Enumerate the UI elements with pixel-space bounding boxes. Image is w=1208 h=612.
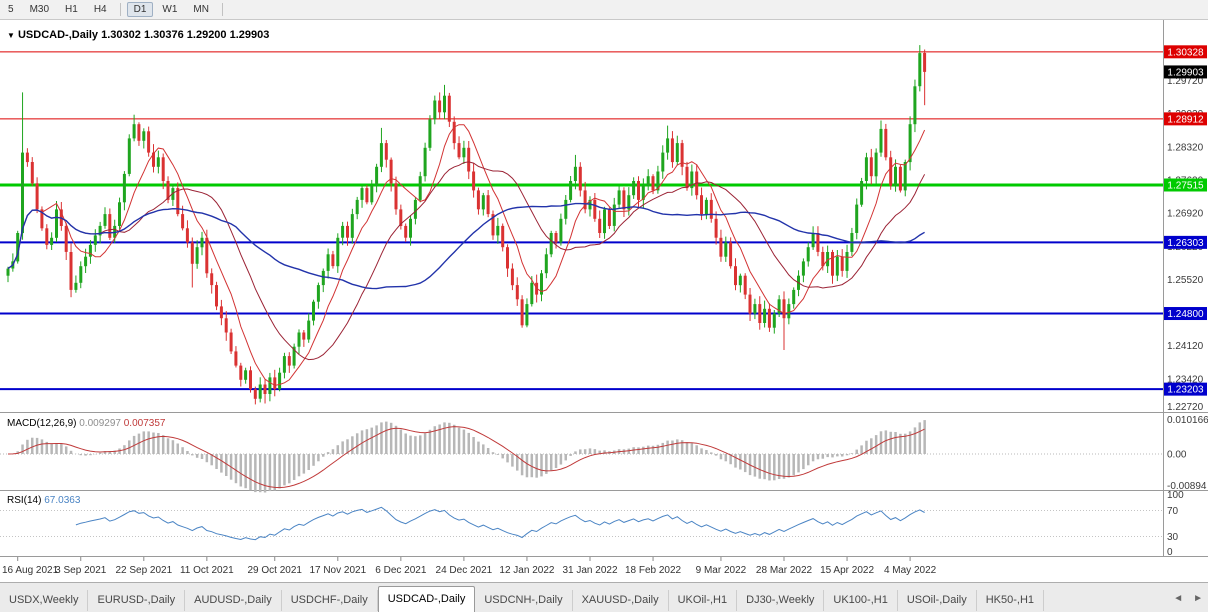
svg-text:3 Sep 2021: 3 Sep 2021 — [55, 565, 107, 576]
price-chart-canvas[interactable]: 1.297201.290201.283201.276201.269201.262… — [0, 20, 1208, 582]
timeframe-w1[interactable]: W1 — [162, 4, 178, 15]
svg-text:0: 0 — [1167, 547, 1173, 558]
macd-name: MACD(12,26,9) — [7, 418, 77, 429]
chart-symbol-period: USDCAD-,Daily — [17, 29, 99, 41]
svg-text:70: 70 — [1167, 506, 1179, 517]
chart-tabs-bar: USDX,Weekly EURUSD-,Daily AUDUSD-,Daily USD… — [0, 582, 1208, 612]
svg-text:31 Jan 2022: 31 Jan 2022 — [562, 565, 617, 576]
chart-area: 1.297201.290201.283201.276201.269201.262… — [0, 20, 1208, 582]
macd-signal-value: 0.007357 — [123, 418, 166, 429]
macd-signal-line — [7, 426, 925, 489]
svg-text:1.23420: 1.23420 — [1167, 374, 1204, 385]
chart-tab-uk100-h1[interactable]: UK100-,H1 — [824, 590, 898, 611]
symbol-dropdown-icon[interactable]: ▼ — [7, 31, 15, 40]
rsi-line — [75, 506, 925, 541]
timeframe-toolbar: 5 M30 H1 H4 D1 W1 MN — [0, 0, 1208, 20]
svg-text:28 Mar 2022: 28 Mar 2022 — [756, 565, 813, 576]
svg-text:1.24120: 1.24120 — [1167, 341, 1204, 352]
chart-tab-usoil-daily[interactable]: USOil-,Daily — [898, 590, 977, 611]
ma-medium-line — [7, 161, 926, 361]
chart-header: ▼ USDCAD-,Daily 1.30302 1.30376 1.29200 … — [7, 29, 269, 41]
rsi-name: RSI(14) — [7, 495, 42, 506]
timeframe-m30[interactable]: M30 — [29, 4, 50, 15]
svg-text:0.00: 0.00 — [1167, 449, 1187, 460]
svg-text:29 Oct 2021: 29 Oct 2021 — [248, 565, 303, 576]
ma-slow-line — [7, 202, 925, 290]
chart-tab-hk50-h1[interactable]: HK50-,H1 — [977, 590, 1045, 611]
svg-text:1.26920: 1.26920 — [1167, 209, 1204, 220]
chart-tab-dj30-weekly[interactable]: DJ30-,Weekly — [737, 590, 825, 611]
svg-text:1.26303: 1.26303 — [1167, 238, 1204, 249]
macd-indicator-label: MACD(12,26,9) 0.009297 0.007357 — [7, 418, 165, 429]
tab-scroll-right-icon[interactable]: ► — [1193, 592, 1203, 604]
svg-text:4 May 2022: 4 May 2022 — [884, 565, 937, 576]
candles-layer — [6, 45, 927, 405]
chart-tab-xauusd-daily[interactable]: XAUUSD-,Daily — [573, 590, 669, 611]
svg-text:1.29903: 1.29903 — [1167, 67, 1204, 78]
svg-text:15 Apr 2022: 15 Apr 2022 — [820, 565, 874, 576]
chart-tab-usdcnh-daily[interactable]: USDCNH-,Daily — [475, 590, 573, 611]
timeframe-5[interactable]: 5 — [8, 4, 14, 15]
svg-text:18 Feb 2022: 18 Feb 2022 — [625, 565, 682, 576]
svg-text:9 Mar 2022: 9 Mar 2022 — [696, 565, 747, 576]
ohlc-low: 1.29200 — [186, 29, 227, 41]
toolbar-separator — [221, 3, 223, 16]
svg-text:1.25520: 1.25520 — [1167, 275, 1204, 286]
svg-text:16 Aug 2021: 16 Aug 2021 — [2, 565, 59, 576]
svg-text:17 Nov 2021: 17 Nov 2021 — [309, 565, 366, 576]
ohlc-close: 1.29903 — [229, 29, 270, 41]
chart-tab-usdcad-daily[interactable]: USDCAD-,Daily — [377, 586, 476, 612]
toolbar-separator — [119, 3, 121, 16]
ohlc-open: 1.30302 — [101, 29, 141, 41]
timeframe-mn[interactable]: MN — [193, 4, 209, 15]
svg-text:1.29720: 1.29720 — [1167, 76, 1204, 87]
chart-tab-audusd-daily[interactable]: AUDUSD-,Daily — [185, 590, 282, 611]
svg-text:11 Oct 2021: 11 Oct 2021 — [180, 565, 234, 576]
timeframe-d1[interactable]: D1 — [126, 2, 154, 17]
timeframe-h4[interactable]: H4 — [93, 4, 107, 15]
svg-text:24 Dec 2021: 24 Dec 2021 — [436, 565, 493, 576]
svg-text:1.23203: 1.23203 — [1167, 385, 1204, 396]
svg-text:1.22720: 1.22720 — [1167, 402, 1204, 413]
ma-fast-line — [7, 124, 926, 386]
tab-scroll-controls: ◄ ► — [1168, 583, 1208, 612]
macd-histogram — [11, 420, 926, 493]
rsi-indicator-label: RSI(14) 67.0363 — [7, 495, 80, 506]
svg-text:1.27515: 1.27515 — [1167, 180, 1204, 191]
timeframe-h1[interactable]: H1 — [65, 4, 78, 15]
svg-text:0.010166: 0.010166 — [1167, 415, 1208, 426]
chart-tab-usdchf-daily[interactable]: USDCHF-,Daily — [282, 590, 378, 611]
chart-tab-usdx-weekly[interactable]: USDX,Weekly — [0, 590, 89, 611]
chart-tab-ukoil-h1[interactable]: UKOil-,H1 — [669, 590, 738, 611]
svg-text:1.28912: 1.28912 — [1167, 114, 1204, 125]
svg-text:30: 30 — [1167, 532, 1179, 543]
ohlc-high: 1.30376 — [143, 29, 184, 41]
rsi-value: 67.0363 — [44, 495, 81, 506]
macd-main-value: 0.009297 — [79, 418, 121, 429]
svg-text:100: 100 — [1167, 490, 1184, 501]
svg-text:12 Jan 2022: 12 Jan 2022 — [499, 565, 554, 576]
chart-tab-eurusd-daily[interactable]: EURUSD-,Daily — [88, 590, 186, 611]
svg-text:1.28320: 1.28320 — [1167, 142, 1204, 153]
svg-text:22 Sep 2021: 22 Sep 2021 — [115, 565, 172, 576]
svg-text:6 Dec 2021: 6 Dec 2021 — [375, 565, 427, 576]
svg-text:1.30328: 1.30328 — [1167, 47, 1204, 58]
tab-scroll-left-icon[interactable]: ◄ — [1173, 592, 1184, 604]
svg-text:-0.00894: -0.00894 — [1167, 481, 1207, 492]
svg-text:1.24800: 1.24800 — [1167, 309, 1204, 320]
